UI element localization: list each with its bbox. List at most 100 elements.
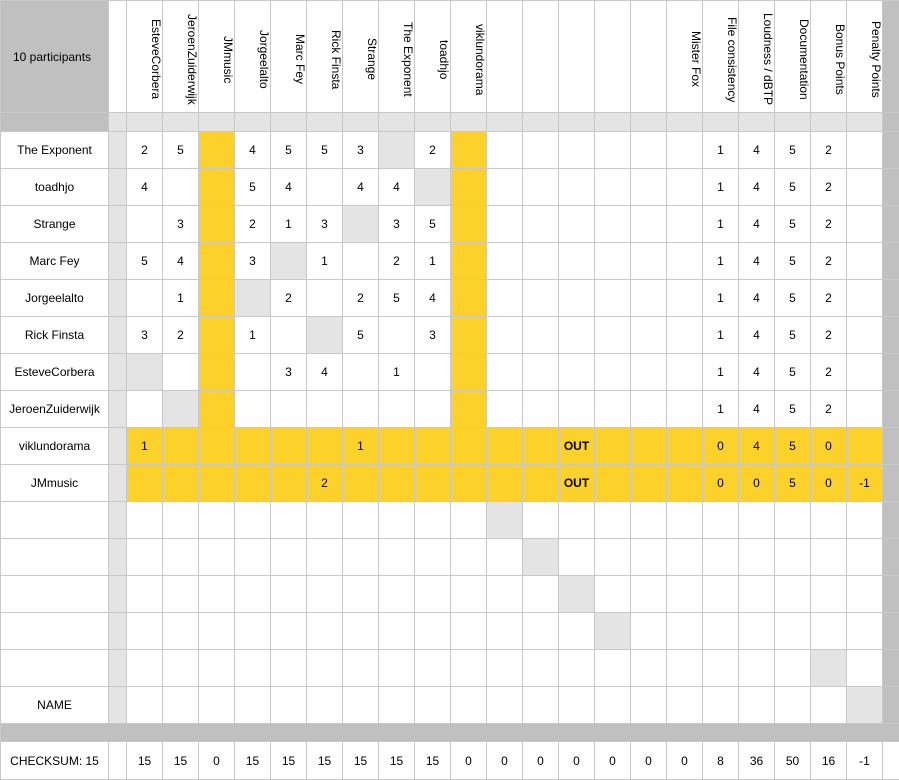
score-cell[interactable] xyxy=(163,354,199,391)
score-cell[interactable] xyxy=(235,428,271,465)
score-cell[interactable] xyxy=(343,650,379,687)
row-label-empty[interactable] xyxy=(1,613,109,650)
score-cell[interactable]: 3 xyxy=(343,132,379,169)
score-cell[interactable]: 1 xyxy=(343,428,379,465)
score-cell[interactable] xyxy=(451,576,487,613)
score-cell[interactable] xyxy=(631,169,667,206)
score-cell[interactable] xyxy=(559,169,595,206)
score-cell[interactable]: 5 xyxy=(775,132,811,169)
score-cell[interactable] xyxy=(199,465,235,502)
score-cell[interactable] xyxy=(163,613,199,650)
score-cell[interactable] xyxy=(631,650,667,687)
score-cell[interactable] xyxy=(235,354,271,391)
row-label-empty[interactable] xyxy=(1,502,109,539)
score-cell[interactable] xyxy=(847,206,883,243)
score-cell[interactable] xyxy=(343,243,379,280)
score-cell[interactable] xyxy=(631,613,667,650)
score-cell[interactable] xyxy=(523,650,559,687)
score-cell[interactable] xyxy=(307,576,343,613)
score-cell[interactable] xyxy=(667,391,703,428)
score-cell[interactable] xyxy=(847,169,883,206)
score-cell[interactable] xyxy=(667,687,703,724)
score-cell[interactable] xyxy=(451,354,487,391)
score-cell[interactable] xyxy=(379,132,415,169)
score-cell[interactable] xyxy=(847,502,883,539)
score-cell[interactable] xyxy=(199,576,235,613)
score-cell[interactable] xyxy=(667,465,703,502)
score-cell[interactable]: 1 xyxy=(379,354,415,391)
score-cell[interactable] xyxy=(451,169,487,206)
score-cell[interactable] xyxy=(667,243,703,280)
row-label-empty[interactable] xyxy=(1,650,109,687)
score-cell[interactable] xyxy=(451,391,487,428)
score-cell[interactable] xyxy=(127,613,163,650)
score-cell[interactable]: 1 xyxy=(703,206,739,243)
score-cell[interactable] xyxy=(595,613,631,650)
score-cell[interactable]: 5 xyxy=(343,317,379,354)
score-cell[interactable]: 3 xyxy=(307,206,343,243)
score-cell[interactable] xyxy=(667,280,703,317)
score-cell[interactable] xyxy=(595,576,631,613)
score-cell[interactable] xyxy=(199,428,235,465)
score-cell[interactable]: 5 xyxy=(127,243,163,280)
score-cell[interactable] xyxy=(235,650,271,687)
score-cell[interactable]: 4 xyxy=(379,169,415,206)
score-cell[interactable] xyxy=(595,206,631,243)
score-cell[interactable] xyxy=(127,576,163,613)
score-cell[interactable] xyxy=(415,391,451,428)
row-label-toadhjo[interactable]: toadhjo xyxy=(1,169,109,206)
score-cell[interactable] xyxy=(451,650,487,687)
score-cell[interactable] xyxy=(559,539,595,576)
score-cell[interactable]: 2 xyxy=(811,280,847,317)
score-cell[interactable] xyxy=(271,687,307,724)
score-cell[interactable] xyxy=(667,650,703,687)
column-header-the-exponent[interactable]: The Exponent xyxy=(379,1,415,113)
score-cell[interactable]: 4 xyxy=(415,280,451,317)
score-cell[interactable]: 2 xyxy=(811,317,847,354)
score-cell[interactable] xyxy=(415,169,451,206)
score-cell[interactable] xyxy=(163,428,199,465)
score-cell[interactable] xyxy=(631,391,667,428)
score-cell[interactable]: 1 xyxy=(703,317,739,354)
row-label-the-exponent[interactable]: The Exponent xyxy=(1,132,109,169)
score-cell[interactable] xyxy=(415,428,451,465)
column-header-estevecorbera[interactable]: EsteveCorbera xyxy=(127,1,163,113)
score-cell[interactable]: 2 xyxy=(127,132,163,169)
score-cell[interactable]: 4 xyxy=(739,428,775,465)
score-cell[interactable] xyxy=(127,687,163,724)
score-cell[interactable] xyxy=(523,613,559,650)
score-cell[interactable] xyxy=(631,243,667,280)
score-cell[interactable] xyxy=(163,650,199,687)
score-cell[interactable] xyxy=(235,687,271,724)
score-cell[interactable]: 4 xyxy=(127,169,163,206)
score-cell[interactable] xyxy=(199,206,235,243)
score-cell[interactable] xyxy=(379,576,415,613)
score-cell[interactable] xyxy=(415,650,451,687)
score-cell[interactable] xyxy=(379,317,415,354)
score-cell[interactable] xyxy=(127,206,163,243)
score-cell[interactable] xyxy=(523,206,559,243)
score-cell[interactable] xyxy=(415,576,451,613)
score-cell[interactable] xyxy=(343,539,379,576)
column-header-penalty-points[interactable]: Penalty Points xyxy=(847,1,883,113)
score-cell[interactable]: 4 xyxy=(739,391,775,428)
score-cell[interactable] xyxy=(847,613,883,650)
score-cell[interactable] xyxy=(631,465,667,502)
score-cell[interactable] xyxy=(235,613,271,650)
score-cell[interactable] xyxy=(847,428,883,465)
score-cell[interactable]: OUT xyxy=(559,428,595,465)
score-cell[interactable] xyxy=(163,576,199,613)
score-cell[interactable] xyxy=(775,650,811,687)
score-cell[interactable] xyxy=(379,687,415,724)
column-header-toadhjo[interactable]: toadhjo xyxy=(415,1,451,113)
score-cell[interactable] xyxy=(487,317,523,354)
score-cell[interactable] xyxy=(379,502,415,539)
score-cell[interactable]: 1 xyxy=(415,243,451,280)
score-cell[interactable]: 2 xyxy=(379,243,415,280)
score-cell[interactable] xyxy=(739,687,775,724)
score-cell[interactable] xyxy=(847,391,883,428)
score-cell[interactable]: 1 xyxy=(703,169,739,206)
score-cell[interactable] xyxy=(487,206,523,243)
score-cell[interactable] xyxy=(847,576,883,613)
score-cell[interactable] xyxy=(415,687,451,724)
